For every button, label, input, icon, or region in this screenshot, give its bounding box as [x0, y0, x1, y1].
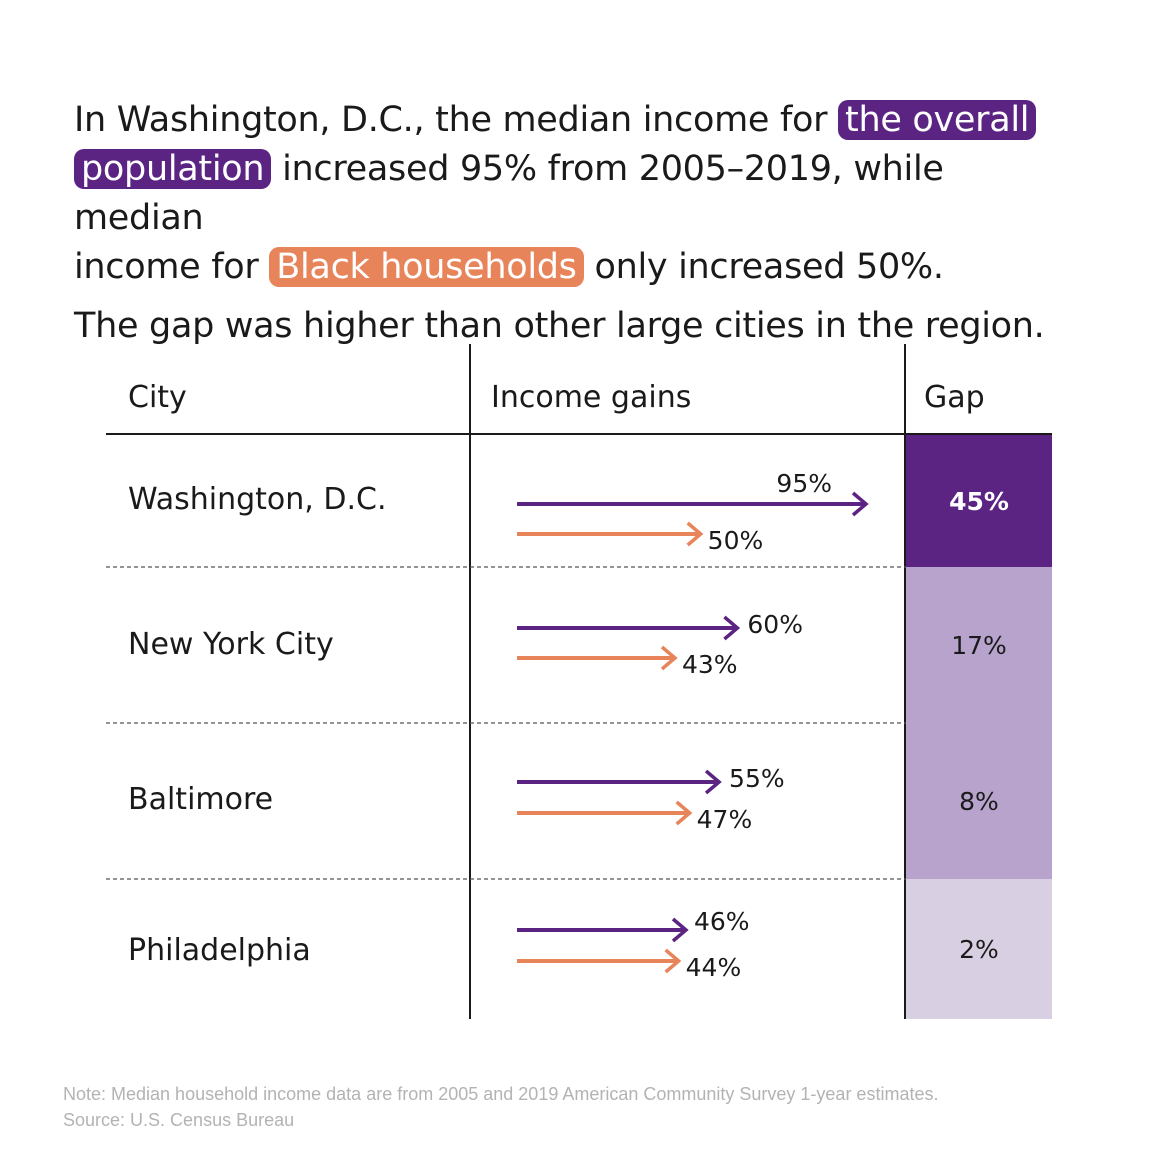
black-households-value-label: 47%: [697, 805, 753, 834]
highlight-overall: the overall: [838, 100, 1037, 140]
footnote: Note: Median household income data are f…: [63, 1081, 938, 1133]
black-households-arrow: [517, 521, 704, 547]
footnote-note: Note: Median household income data are f…: [63, 1084, 939, 1104]
gap-cell-baltimore: 8%: [906, 723, 1052, 879]
headline-text: In Washington, D.C., the median income f…: [74, 100, 828, 140]
headline-paragraph-2: The gap was higher than other large citi…: [74, 306, 1045, 346]
gap-cell-washington: 45%: [906, 435, 1052, 567]
black-households-value-label: 50%: [708, 526, 764, 555]
city-label-new-york: New York City: [128, 627, 334, 662]
gap-cell-philadelphia: 2%: [906, 879, 1052, 1019]
headline-paragraph-1: In Washington, D.C., the median income f…: [74, 96, 1074, 292]
black-households-value-label: 44%: [686, 953, 742, 982]
headline-text: only increased 50%.: [594, 247, 944, 287]
headline: In Washington, D.C., the median income f…: [74, 96, 1074, 351]
overall-value-label: 60%: [747, 610, 803, 639]
overall-arrow: [517, 615, 741, 641]
headline-text: increased 95% from 2005–2019, while medi…: [74, 149, 944, 238]
overall-value-label: 55%: [729, 764, 785, 793]
column-header-city: City: [128, 380, 187, 415]
headline-text: income for: [74, 247, 259, 287]
city-label-washington: Washington, D.C.: [128, 482, 387, 517]
highlight-population: population: [74, 149, 272, 189]
gap-cell-new-york: 17%: [906, 567, 1052, 723]
black-households-value-label: 43%: [682, 650, 738, 679]
highlight-black-households: Black households: [269, 247, 584, 287]
city-label-baltimore: Baltimore: [128, 782, 274, 817]
overall-arrow: [517, 917, 689, 943]
black-households-arrow: [517, 800, 693, 826]
column-header-gap: Gap: [924, 380, 985, 415]
black-households-arrow: [517, 948, 682, 974]
black-households-arrow: [517, 645, 678, 671]
footnote-source: Source: U.S. Census Bureau: [63, 1110, 295, 1130]
overall-value-label: 46%: [694, 907, 750, 936]
overall-arrow: [517, 491, 869, 517]
column-header-income-gains: Income gains: [491, 380, 692, 415]
overall-arrow: [517, 769, 722, 795]
city-label-philadelphia: Philadelphia: [128, 933, 311, 968]
overall-value-label: 95%: [776, 469, 832, 498]
